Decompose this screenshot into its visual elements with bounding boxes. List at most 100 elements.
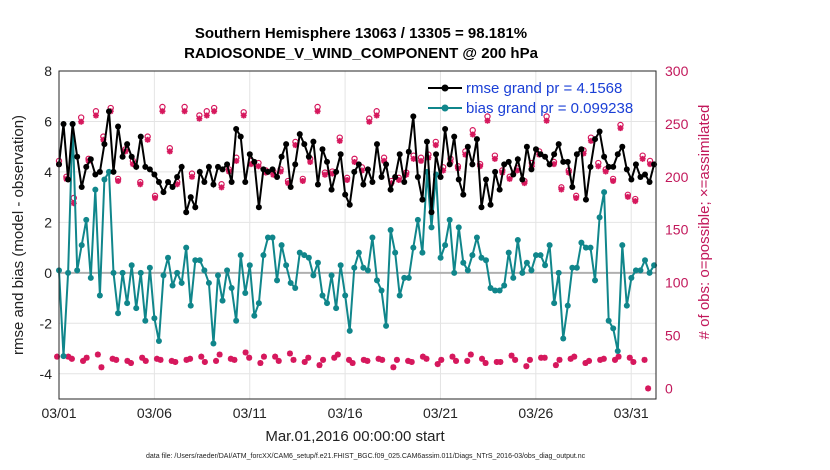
bias-point [451,269,458,276]
bias-point [246,262,253,269]
obs-low-possible-point [467,351,474,358]
bias-point [233,317,240,324]
bias-point [437,254,444,261]
obs-assimilated-point [432,142,439,149]
rmse-point [487,201,494,208]
rmse-point [124,141,131,148]
bias-point [264,234,271,241]
rmse-point [310,138,317,145]
obs-assimilated-point [610,178,617,185]
bias-point [210,340,217,347]
y2-tick-0: 0 [665,380,673,396]
rmse-point [251,158,258,165]
obs-low-point [109,355,116,362]
rmse-point [160,189,167,196]
rmse-point [410,113,417,120]
obs-low-point [153,355,160,362]
data-file-footer: data file: /Users/raeder/DAI/ATM_forcXX/… [146,453,586,460]
obs-low-point [597,356,604,363]
obs-assimilated-point [240,112,247,119]
y-axis-label: rmse and bias (model - observation) [10,115,27,355]
obs-assimilated-point [181,108,188,115]
obs-low-point [331,354,338,361]
bias-point [501,282,508,289]
obs-assimilated-point [336,137,343,144]
obs-low-point [168,357,175,364]
rmse-point [537,151,544,158]
obs-low-possible-point [201,359,208,365]
bias-point [174,269,181,276]
obs-low-point [630,358,637,365]
bias-point [319,292,326,299]
rmse-point [328,186,335,193]
obs-low-possible-point [438,356,445,363]
obs-low-point [65,353,72,360]
rmse-point [569,184,576,191]
bias-point [228,284,235,291]
obs-low-possible-point [479,355,485,362]
obs-low-point [68,355,75,362]
bias-point [487,284,494,291]
obs-low-point [408,358,415,365]
obs-low-possible-point [331,354,338,361]
obs-assimilated-point [381,157,388,164]
obs-low-point [198,353,205,360]
bias-point [192,257,199,264]
rmse-point [564,158,571,165]
rmse-point [528,166,535,173]
obs-low-point [482,360,489,367]
obs-low-point [379,356,386,363]
y2-tick-150: 150 [665,222,689,238]
rmse-point [187,194,194,201]
obs-low-point [246,354,253,361]
obs-assimilated-point [418,157,425,164]
obs-low-point [316,362,323,369]
bias-point [287,279,294,286]
obs-assimilated-point [491,155,498,162]
rmse-point [433,151,440,158]
bias-point [510,274,517,281]
rmse-point [501,161,508,168]
obs-assimilated-point [188,173,195,180]
obs-low-point [375,355,382,362]
rmse-point [369,179,376,186]
rmse-point [578,146,585,153]
bias-point [105,168,112,175]
obs-low-possible-point [275,358,282,364]
rmse-point [105,108,112,115]
obs-low-point [275,357,282,364]
rmse-point [592,136,599,143]
bias-point [205,279,212,286]
plot-frame [58,70,657,400]
obs-low-point [615,353,622,360]
obs-low-point [227,355,234,362]
x-tick-03-06: 03/06 [137,405,172,421]
rmse-point [269,166,276,173]
obs-assimilated-point [329,170,336,177]
bias-point [492,287,499,294]
rmse-point [196,168,203,175]
legend: rmse grand pr = 4.1568 bias grand pr = 0… [428,80,633,117]
obs-assimilated-point [595,163,602,170]
bias-point [373,277,380,284]
obs-low-possible-point [257,360,264,366]
bias-series-markers [56,120,658,360]
obs-low-possible-point [512,356,519,363]
bias-point [464,267,471,274]
obs-assimilated-point [543,117,550,124]
obs-low-possible-point [216,351,223,358]
obs-low-point [320,356,327,363]
obs-low-point [80,357,87,364]
obs-assimilated-point [285,180,292,187]
rmse-point [151,171,158,178]
obs-low-possible-point [394,356,400,363]
bias-point [83,216,90,223]
bias-point [255,300,262,307]
bias-point [96,292,103,299]
bias-point [237,252,244,259]
obs-low-possible-point [423,355,430,362]
bias-point [333,305,340,312]
obs-assimilated-markers [56,108,654,207]
bias-point [546,242,553,249]
rmse-point [87,156,94,163]
